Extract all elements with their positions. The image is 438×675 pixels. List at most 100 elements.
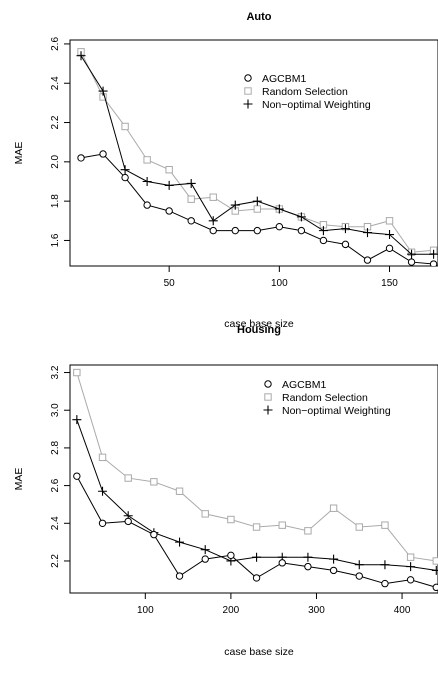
series-0-point-5-circle-marker (201, 555, 209, 563)
series-1-point-12-square-marker (381, 521, 389, 529)
series-2-point-10-plus-marker (329, 554, 339, 564)
series-1-point-8-square-marker (278, 521, 286, 529)
series-2-point-14-plus-marker (431, 565, 438, 575)
y-tick-label-1: 1.8 (50, 194, 61, 208)
legend-label-1: Random Selection (282, 392, 368, 404)
series-1-point-10-square-marker (329, 504, 338, 512)
x-tick-label-0: 50 (164, 278, 176, 289)
y-tick-label-5: 2.6 (50, 37, 61, 51)
legend-label-2: Non−optimal Weighting (262, 99, 371, 111)
series-2-point-5-plus-marker (186, 178, 196, 188)
series-2-point-10-plus-marker (296, 212, 306, 222)
series-0-point-11-circle-marker (355, 572, 363, 580)
series-1-line (80, 51, 434, 253)
series-1-point-11-square-marker (355, 523, 363, 531)
series-1-point-14-square-marker (385, 217, 394, 225)
series-2-point-1-plus-marker (98, 86, 108, 96)
series-2-point-6-plus-marker (208, 216, 218, 226)
series-2-point-7-plus-marker (252, 552, 262, 562)
series-0-point-16-circle-marker (429, 260, 438, 266)
series-0-point-3-circle-marker (143, 201, 151, 209)
legend-item-2: Non−optimal Weighting (263, 405, 391, 417)
series-1-point-5-square-marker (187, 195, 195, 203)
series-2-point-11-plus-marker (318, 226, 328, 236)
series-2-point-16-plus-marker (429, 249, 438, 259)
series-1-point-1-square-marker (98, 453, 107, 462)
y-axis-label: MAE (13, 142, 25, 165)
legend-item-2: Non−optimal Weighting (243, 99, 371, 111)
series-circle-group (77, 150, 438, 266)
series-0-point-15-circle-marker (407, 258, 416, 266)
x-tick-label-1: 100 (271, 278, 288, 289)
series-1-point-6-square-marker (209, 193, 217, 201)
series-0-point-9-circle-marker (304, 562, 312, 571)
series-0-point-14-circle-marker (432, 583, 438, 592)
series-0-point-12-circle-marker (341, 240, 350, 249)
series-2-point-15-plus-marker (407, 249, 417, 259)
series-0-point-13-circle-marker (363, 256, 372, 264)
series-1-point-5-square-marker (201, 510, 209, 518)
plot-frame (69, 364, 438, 594)
y-tick-label-1: 2.4 (50, 516, 61, 530)
series-2-point-13-plus-marker (362, 228, 372, 238)
y-tick-label-0: 2.2 (50, 554, 61, 568)
series-0-point-1-circle-marker (99, 150, 107, 158)
series-2-point-5-plus-marker (200, 545, 210, 555)
series-1-point-3-square-marker (150, 478, 158, 486)
x-tick-label-0: 100 (137, 605, 154, 616)
series-2-point-0-plus-marker (76, 51, 86, 61)
series-plus-group (72, 415, 438, 575)
series-1-point-8-square-marker (253, 205, 262, 213)
series-0-point-10-circle-marker (329, 566, 338, 575)
series-0-point-13-circle-marker (406, 576, 415, 584)
legend-label-1: Random Selection (262, 86, 348, 98)
series-2-point-legend-plus-marker (243, 99, 253, 109)
plot-area (72, 368, 438, 592)
series-0-point-4-circle-marker (175, 572, 184, 580)
x-tick-label-2: 300 (308, 605, 325, 616)
series-1-point-2-square-marker (124, 474, 132, 482)
series-1-line (76, 372, 437, 562)
series-2-point-1-plus-marker (98, 486, 108, 496)
y-tick-label-2: 2.0 (50, 154, 61, 168)
series-0-point-5-circle-marker (187, 217, 195, 225)
series-square-group (73, 368, 438, 565)
series-0-point-3-circle-marker (150, 530, 158, 539)
series-2-point-4-plus-marker (175, 537, 185, 547)
chart-title: Auto (246, 11, 271, 23)
legend-item-0: AGCBM1 (264, 379, 327, 391)
chart-housing: Housing 100 200 300 400 2.2 2.4 2.6 2.8 3.0 3.2 cas… (13, 324, 438, 658)
x-axis-label: case base size (224, 646, 294, 658)
series-1-point-legend-square-marker (244, 87, 252, 95)
series-0-point-4-circle-marker (165, 207, 173, 215)
series-0-point-0-circle-marker (77, 154, 85, 162)
series-2-point-4-plus-marker (164, 180, 174, 190)
series-2-point-legend-plus-marker (263, 405, 273, 415)
series-square-group (77, 48, 438, 256)
series-2-point-12-plus-marker (340, 224, 350, 234)
chart-title: Housing (237, 324, 281, 336)
series-0-point-9-circle-marker (275, 222, 284, 231)
series-0-point-legend-circle-marker (264, 380, 272, 388)
series-0-point-10-circle-marker (297, 226, 306, 235)
y-tick-label-2: 2.6 (50, 478, 61, 492)
series-1-point-legend-square-marker (264, 393, 272, 401)
y-tick-label-5: 3.2 (50, 365, 61, 379)
series-0-point-11-circle-marker (319, 236, 328, 245)
series-1-point-3-square-marker (143, 156, 151, 164)
series-1-point-14-square-marker (432, 557, 438, 565)
series-2-point-13-plus-marker (406, 562, 416, 572)
y-tick-label-0: 1.6 (50, 233, 61, 247)
legend-label-0: AGCBM1 (282, 379, 327, 391)
series-0-point-1-circle-marker (98, 519, 107, 527)
legend-item-0: AGCBM1 (244, 73, 307, 85)
series-0-point-14-circle-marker (385, 244, 394, 253)
series-2-point-14-plus-marker (385, 230, 395, 240)
y-axis-label: MAE (13, 468, 25, 491)
series-0-point-2-circle-marker (121, 173, 129, 182)
series-0-point-6-circle-marker (227, 551, 235, 560)
series-0-point-8-circle-marker (278, 559, 286, 567)
series-1-point-7-square-marker (252, 523, 261, 531)
legend-item-1: Random Selection (244, 86, 348, 98)
